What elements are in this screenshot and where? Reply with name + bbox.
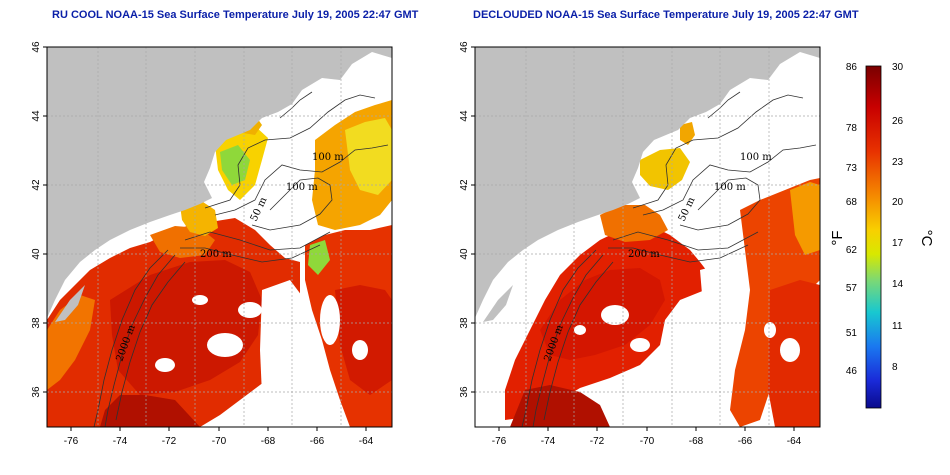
left-lat-tick: 42 xyxy=(31,179,42,191)
right-lat-tick: 36 xyxy=(459,386,470,398)
fahrenheit-tick: 46 xyxy=(846,366,858,377)
right-lon-tick: -70 xyxy=(640,436,655,447)
left-lat-tick: 38 xyxy=(31,317,42,329)
left-lat-tick: 44 xyxy=(31,110,42,122)
fahrenheit-tick: 86 xyxy=(846,62,858,73)
right-graticule xyxy=(475,47,820,427)
right-contour-label-100m-a: 100 m xyxy=(740,152,772,163)
left-contour-label-200m: 200 m xyxy=(200,249,232,260)
celsius-tick: 20 xyxy=(892,197,904,208)
fahrenheit-tick: 62 xyxy=(846,245,858,256)
right-map-panel: 100 m 100 m 50 m 200 m 2000 m -76 -74 -7… xyxy=(459,41,821,447)
right-bathymetry-contours xyxy=(521,91,817,427)
colorbar-celsius-ticks: 30 26 23 20 17 14 11 8 xyxy=(892,62,904,373)
right-lon-tick: -76 xyxy=(492,436,507,447)
right-lon-tick: -68 xyxy=(689,436,704,447)
left-lat-tick: 46 xyxy=(31,41,42,53)
left-latitude-ticks: 46 44 42 40 38 36 xyxy=(31,41,47,398)
celsius-tick: 8 xyxy=(892,362,898,373)
right-contour-label-200m: 200 m xyxy=(628,249,660,260)
left-lon-tick: -66 xyxy=(310,436,325,447)
right-lat-tick: 42 xyxy=(459,179,470,191)
colorbar-ramp xyxy=(865,65,882,409)
left-contour-label-100m-a: 100 m xyxy=(312,152,344,163)
right-lat-tick: 40 xyxy=(459,248,470,260)
right-contour-label-100m-b: 100 m xyxy=(714,182,746,193)
left-land-mass xyxy=(47,47,392,318)
temperature-colorbar: 86 78 73 68 62 57 51 46 30 26 23 20 17 1… xyxy=(829,62,935,409)
celsius-tick: 17 xyxy=(892,238,904,249)
right-lat-tick: 44 xyxy=(459,110,470,122)
fahrenheit-tick: 73 xyxy=(846,163,858,174)
celsius-tick: 11 xyxy=(892,321,903,332)
fahrenheit-tick: 78 xyxy=(846,123,858,134)
right-land-mass xyxy=(475,47,820,318)
left-bathymetry-contours xyxy=(93,91,389,427)
celsius-tick: 14 xyxy=(892,279,904,290)
celsius-tick: 23 xyxy=(892,157,904,168)
right-lon-tick: -64 xyxy=(787,436,802,447)
right-sst-field xyxy=(476,112,820,427)
fahrenheit-tick: 51 xyxy=(846,328,858,339)
colorbar-fahrenheit-ticks: 86 78 73 68 62 57 51 46 xyxy=(846,62,858,377)
left-lon-tick: -72 xyxy=(162,436,177,447)
left-map-title: RU COOL NOAA-15 Sea Surface Temperature … xyxy=(52,9,419,21)
fahrenheit-unit-label: °F xyxy=(829,230,846,245)
left-lon-tick: -76 xyxy=(64,436,79,447)
left-lon-tick: -68 xyxy=(261,436,276,447)
left-lat-tick: 36 xyxy=(31,386,42,398)
celsius-unit-label: °C xyxy=(918,230,935,247)
right-lon-tick: -72 xyxy=(590,436,605,447)
celsius-tick: 26 xyxy=(892,116,904,127)
right-latitude-ticks: 46 44 42 40 38 36 xyxy=(459,41,475,398)
left-lon-tick: -70 xyxy=(212,436,227,447)
right-longitude-ticks: -76 -74 -72 -70 -68 -66 -64 xyxy=(492,427,802,447)
celsius-tick: 30 xyxy=(892,62,904,73)
right-lat-tick: 46 xyxy=(459,41,470,53)
left-longitude-ticks: -76 -74 -72 -70 -68 -66 -64 xyxy=(64,427,374,447)
right-lon-tick: -66 xyxy=(738,436,753,447)
left-map-panel: 100 m 100 m 50 m 200 m 2000 m -76 -74 -7… xyxy=(31,41,393,447)
left-contour-label-100m-b: 100 m xyxy=(286,182,318,193)
left-graticule xyxy=(47,47,392,427)
fahrenheit-tick: 68 xyxy=(846,197,858,208)
left-lon-tick: -74 xyxy=(113,436,128,447)
right-map-title: DECLOUDED NOAA-15 Sea Surface Temperatur… xyxy=(473,9,859,21)
right-lat-tick: 38 xyxy=(459,317,470,329)
fahrenheit-tick: 57 xyxy=(846,283,858,294)
left-lat-tick: 40 xyxy=(31,248,42,260)
right-lon-tick: -74 xyxy=(541,436,556,447)
left-lon-tick: -64 xyxy=(359,436,374,447)
